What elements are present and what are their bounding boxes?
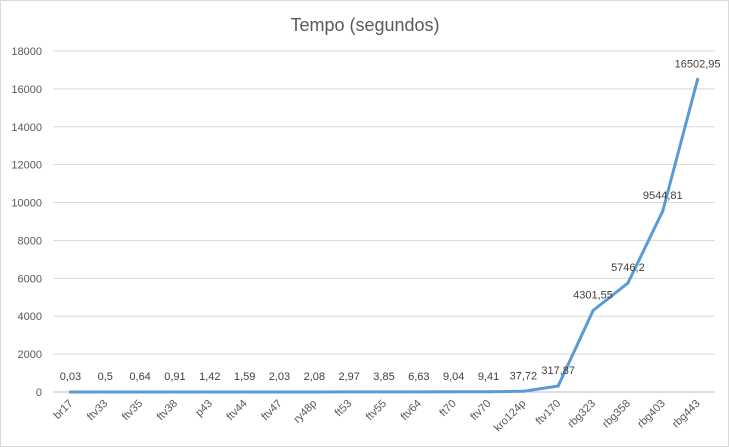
data-label: 9544,81 (643, 190, 683, 202)
data-point (591, 309, 595, 313)
x-tick-label: ry48p (291, 398, 319, 426)
x-tick-label: ftv33 (85, 398, 110, 423)
x-tick-label: rbg358 (600, 398, 633, 431)
data-label: 16502,95 (675, 58, 721, 70)
data-label: 9,04 (443, 371, 464, 383)
data-point (277, 390, 281, 394)
series-layer (68, 77, 700, 394)
x-tick-label: br17 (51, 398, 75, 422)
data-label: 2,03 (269, 371, 290, 383)
y-tick-label: 14000 (11, 122, 42, 134)
y-tick-label: 16000 (11, 84, 42, 96)
data-point (208, 390, 212, 394)
y-axis-ticks: 0 2000 4000 6000 8000 10000 12000 14000 16000 180… (11, 46, 42, 399)
y-tick-label: 6000 (18, 273, 42, 285)
data-label: 6,63 (408, 371, 429, 383)
data-label: 0,91 (164, 371, 185, 383)
data-label: 9,41 (478, 371, 499, 383)
y-tick-label: 10000 (11, 198, 42, 210)
chart-title: Tempo (segundos) (290, 15, 439, 35)
x-tick-label: ftv170 (534, 398, 564, 428)
data-point (417, 390, 421, 394)
x-tick-label: rbg323 (565, 398, 598, 431)
data-point (103, 390, 107, 394)
x-tick-label: p43 (193, 398, 214, 419)
y-tick-label: 18000 (11, 46, 42, 58)
data-point (521, 389, 525, 393)
data-label: 0,5 (98, 371, 113, 383)
data-label: 2,97 (338, 371, 359, 383)
x-tick-label: ftv64 (399, 398, 424, 423)
y-tick-label: 4000 (18, 311, 42, 323)
x-tick-label: ft53 (333, 398, 354, 419)
data-point (68, 390, 72, 394)
data-label: 1,42 (199, 371, 220, 383)
y-tick-label: 8000 (18, 235, 42, 247)
x-tick-label: ft70 (437, 398, 458, 419)
data-label: 0,03 (60, 371, 81, 383)
data-label: 0,64 (129, 371, 150, 383)
data-point (138, 390, 142, 394)
data-label: 317,87 (541, 365, 575, 377)
data-point (452, 390, 456, 394)
x-tick-label: ftv35 (120, 398, 145, 423)
x-tick-label: rbg403 (635, 398, 668, 431)
data-label: 2,08 (304, 371, 325, 383)
x-tick-label: kro124p (492, 398, 529, 435)
y-tick-label: 0 (36, 387, 42, 399)
data-point (243, 390, 247, 394)
data-label: 3,85 (373, 371, 394, 383)
data-point (696, 77, 700, 81)
data-point (487, 390, 491, 394)
data-label: 5746,2 (611, 262, 645, 274)
data-label: 4301,55 (573, 290, 613, 302)
x-tick-label: ftv55 (364, 398, 389, 423)
data-label: 37,72 (510, 370, 538, 382)
x-tick-label: ftv47 (259, 398, 284, 423)
data-point (382, 390, 386, 394)
data-point (347, 390, 351, 394)
data-point (661, 209, 665, 213)
y-tick-label: 12000 (11, 160, 42, 172)
data-point (626, 281, 630, 285)
gridlines (53, 50, 715, 393)
data-point (312, 390, 316, 394)
x-tick-label: ftv38 (155, 398, 180, 423)
data-point (173, 390, 177, 394)
x-tick-label: ftv44 (224, 398, 249, 423)
x-tick-label: ftv70 (468, 398, 493, 423)
data-labels: 0,03 0,5 0,64 0,91 1,42 1,59 2,03 2,08 2,97 3,85 6… (60, 58, 721, 383)
x-tick-label: rbg443 (670, 398, 703, 431)
data-point (556, 384, 560, 388)
data-label: 1,59 (234, 371, 255, 383)
x-axis-ticks: br17 ftv33 ftv35 ftv38 p43 ftv44 ftv47 ry48p ft5… (51, 398, 702, 435)
y-tick-label: 2000 (18, 349, 42, 361)
